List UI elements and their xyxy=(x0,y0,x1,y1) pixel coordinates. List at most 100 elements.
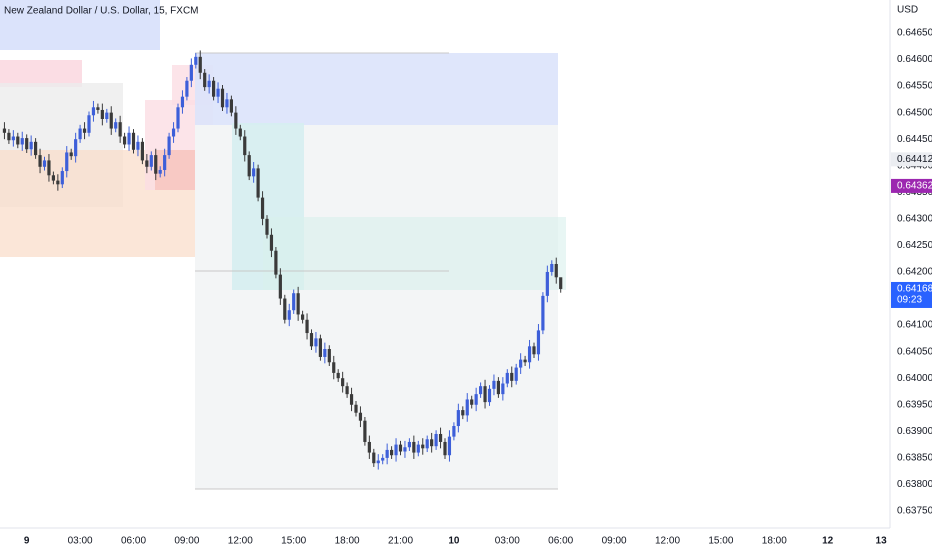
y-tick-label: 0.64100 xyxy=(897,320,932,331)
x-tick-label: 18:00 xyxy=(762,536,787,547)
candle-body xyxy=(385,449,389,458)
candle-body xyxy=(29,141,33,150)
y-tick-label: 0.64250 xyxy=(897,240,932,251)
candle-body xyxy=(532,346,536,355)
price-marker-label: 0.64412 xyxy=(897,154,932,165)
candle-body xyxy=(140,141,144,161)
candle-body xyxy=(47,160,51,176)
x-tick-label: 06:00 xyxy=(121,536,146,547)
price-marker-bg xyxy=(891,152,932,167)
candle-body xyxy=(78,128,82,140)
candle-body xyxy=(407,441,411,448)
currency-label: USD xyxy=(897,5,918,16)
y-tick-label: 0.63800 xyxy=(897,479,932,490)
candle-body xyxy=(171,128,176,137)
x-tick-label: 18:00 xyxy=(335,536,360,547)
candle-body xyxy=(265,218,269,235)
candle-body xyxy=(456,410,460,427)
x-tick-label: 10 xyxy=(448,536,460,547)
candle-body xyxy=(65,152,69,172)
price-marker-label: 0.64168 xyxy=(897,284,932,295)
candle-body xyxy=(60,171,64,185)
x-tick-label: 15:00 xyxy=(281,536,306,547)
candle-body xyxy=(269,234,274,251)
candle-body xyxy=(207,80,211,88)
candle-body xyxy=(69,152,73,157)
y-tick-label: 0.64550 xyxy=(897,81,932,92)
candle-body xyxy=(25,138,29,150)
candle-body xyxy=(474,394,478,405)
candle-body xyxy=(309,333,314,347)
candle-body xyxy=(541,295,545,331)
y-tick-label: 0.63750 xyxy=(897,506,932,517)
x-tick-label: 03:00 xyxy=(68,536,93,547)
chart-title: New Zealand Dollar / U.S. Dollar, 15, FX… xyxy=(4,6,199,17)
candle-body xyxy=(194,56,198,65)
candle-body xyxy=(91,107,96,116)
candle-body xyxy=(296,293,300,315)
candle-body xyxy=(234,112,238,129)
candle-body xyxy=(345,386,349,395)
candle-body xyxy=(327,348,331,363)
candle-body xyxy=(465,399,469,416)
candle-body xyxy=(198,56,202,73)
candle-body xyxy=(550,264,554,272)
candle-body xyxy=(394,444,398,456)
candle-body xyxy=(510,372,514,381)
candle-body xyxy=(283,298,287,320)
candle-body xyxy=(376,460,380,464)
candle-body xyxy=(354,404,358,413)
candle-body xyxy=(114,122,118,129)
candle-body xyxy=(105,112,109,119)
candle-body xyxy=(470,399,474,405)
candle-body xyxy=(514,367,518,381)
candle-body xyxy=(100,109,104,119)
candle-body xyxy=(318,338,322,357)
candle-body xyxy=(243,136,247,156)
candle-body xyxy=(381,457,385,461)
candle-body xyxy=(278,274,282,299)
candle-body xyxy=(332,362,336,373)
y-tick-label: 0.64300 xyxy=(897,213,932,224)
candle-body xyxy=(123,136,127,145)
candle-body xyxy=(38,155,42,167)
candle-body xyxy=(225,99,229,108)
candle-body xyxy=(220,88,225,108)
y-tick-label: 0.64650 xyxy=(897,28,932,39)
candle-body xyxy=(145,160,149,167)
candle-body xyxy=(323,348,327,357)
candle-body xyxy=(430,439,434,447)
candle-body xyxy=(421,444,425,449)
candle-body xyxy=(305,319,309,334)
candle-body xyxy=(185,80,189,97)
y-tick-label: 0.63900 xyxy=(897,426,932,437)
zone xyxy=(195,53,558,125)
candle-body xyxy=(390,449,394,456)
candle-body xyxy=(519,359,523,368)
candle-body xyxy=(51,175,55,181)
x-tick-label: 15:00 xyxy=(708,536,733,547)
candle-body xyxy=(505,372,509,384)
candle-body xyxy=(2,128,7,133)
price-marker-bg xyxy=(891,178,932,193)
candle-body xyxy=(496,380,500,395)
zone xyxy=(0,60,82,87)
candle-body xyxy=(447,436,452,456)
candle-body xyxy=(559,277,563,289)
candle-body xyxy=(149,155,153,167)
x-tick-label: 09:00 xyxy=(174,536,199,547)
candle-body xyxy=(238,128,242,137)
candle-body xyxy=(443,441,447,456)
candle-body xyxy=(96,107,100,110)
candle-body xyxy=(403,447,407,452)
candle-body xyxy=(554,264,558,278)
candle-body xyxy=(20,138,24,145)
candle-body xyxy=(87,115,91,133)
candle-body xyxy=(216,88,220,97)
y-tick-label: 0.64200 xyxy=(897,267,932,278)
candle-body xyxy=(341,378,345,387)
price-marker-label: 0.64362 xyxy=(897,181,932,192)
x-tick-label: 12 xyxy=(822,536,834,547)
candle-body xyxy=(523,359,527,363)
